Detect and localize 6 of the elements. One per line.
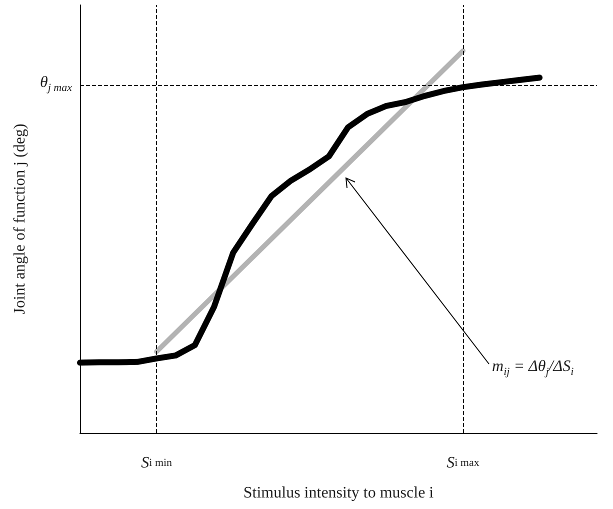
x-axis-title: Stimulus intensity to muscle i: [243, 484, 434, 502]
y-axis-title: Joint angle of function j (deg): [12, 124, 28, 314]
x-tick-label: Si max: [446, 454, 480, 472]
x-tick-label: Si min: [141, 454, 173, 472]
ref-line-label: θ$_{j max}$: [40, 74, 72, 94]
annotation: m$_{ij}$ = Δθ$_{j}$/ΔS$_{i}$: [492, 358, 574, 378]
